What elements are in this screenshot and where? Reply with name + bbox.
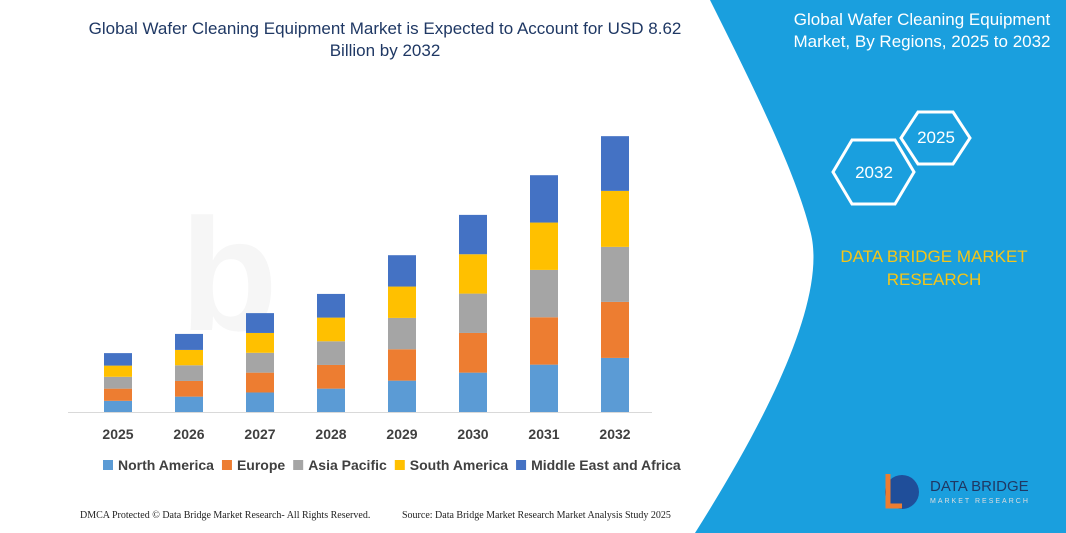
bar-segment xyxy=(530,364,558,412)
legend-label: Middle East and Africa xyxy=(531,457,681,473)
bar-segment xyxy=(246,313,274,333)
bar-segment xyxy=(175,396,203,412)
brand: DATA BRIDGE MARKET RESEARCH xyxy=(840,247,1027,289)
bar-segment xyxy=(601,136,629,191)
bar-segment xyxy=(459,332,487,373)
panel-title: Global Wafer Cleaning Equipment Market, B… xyxy=(793,10,1050,51)
bar-segment xyxy=(246,372,274,393)
bar-segment xyxy=(601,357,629,412)
logo-tagline: MARKET RESEARCH xyxy=(930,498,1030,505)
legend-swatch xyxy=(516,460,527,470)
side-panel xyxy=(695,0,1066,533)
x-tick-label: 2029 xyxy=(386,426,417,442)
bar-segment xyxy=(459,254,487,294)
bar-segment xyxy=(601,246,629,302)
x-tick-label: 2027 xyxy=(244,426,275,442)
x-tick-label: 2026 xyxy=(173,426,204,442)
x-tick-label: 2028 xyxy=(315,426,346,442)
bar-segment xyxy=(175,380,203,397)
hexagon-label: 2032 xyxy=(855,163,893,182)
bar-segment xyxy=(104,400,132,412)
bar-segment xyxy=(459,214,487,255)
x-tick-label: 2032 xyxy=(599,426,630,442)
bar-segment xyxy=(388,255,416,287)
legend-swatch xyxy=(293,460,304,470)
copyright: DMCA Protected © Data Bridge Market Rese… xyxy=(80,510,370,521)
bar-segment xyxy=(104,376,132,389)
bar-segment xyxy=(388,286,416,318)
x-tick-label: 2030 xyxy=(457,426,488,442)
legend-swatch xyxy=(221,460,232,470)
bar-segment xyxy=(317,364,345,389)
legend-label: Europe xyxy=(237,457,285,473)
logo-name: DATA BRIDGE xyxy=(930,478,1029,495)
bar-segment xyxy=(246,392,274,412)
bar-segment xyxy=(388,349,416,381)
x-tick-label: 2031 xyxy=(528,426,559,442)
bar-segment xyxy=(104,353,132,366)
bar-segment xyxy=(317,388,345,412)
bar-segment xyxy=(317,293,345,318)
bar-segment xyxy=(601,301,629,358)
bar-segment xyxy=(530,317,558,365)
bar-segment xyxy=(317,341,345,365)
bar-segment xyxy=(388,380,416,412)
chart-title: Global Wafer Cleaning Equipment Market i… xyxy=(89,19,682,60)
bar-segment xyxy=(175,349,203,366)
legend-swatch xyxy=(394,460,405,470)
legend-label: Asia Pacific xyxy=(308,457,387,473)
bar-segment xyxy=(601,190,629,247)
legend-swatch xyxy=(103,460,113,470)
bar-segment xyxy=(175,365,203,381)
bar-segment xyxy=(317,317,345,342)
bar-segment xyxy=(530,269,558,318)
bar-segment xyxy=(104,365,132,377)
bar-segment xyxy=(175,333,203,350)
bar-segment xyxy=(388,317,416,350)
bar-segment xyxy=(530,222,558,270)
hexagons xyxy=(831,110,972,206)
bar-segment xyxy=(246,352,274,373)
bar-segment xyxy=(530,175,558,223)
hexagon-label: 2025 xyxy=(917,128,955,147)
x-tick-label: 2025 xyxy=(102,426,133,442)
legend-label: North America xyxy=(118,457,214,473)
source: Source: Data Bridge Market Research Mark… xyxy=(402,510,671,521)
logo: DATA BRIDGE MARKET RESEARCH xyxy=(885,474,1030,509)
legend-label: South America xyxy=(410,457,508,473)
bar-segment xyxy=(459,293,487,333)
bar-segment xyxy=(246,332,274,353)
bar-segment xyxy=(104,388,132,401)
bar-segment xyxy=(459,372,487,412)
